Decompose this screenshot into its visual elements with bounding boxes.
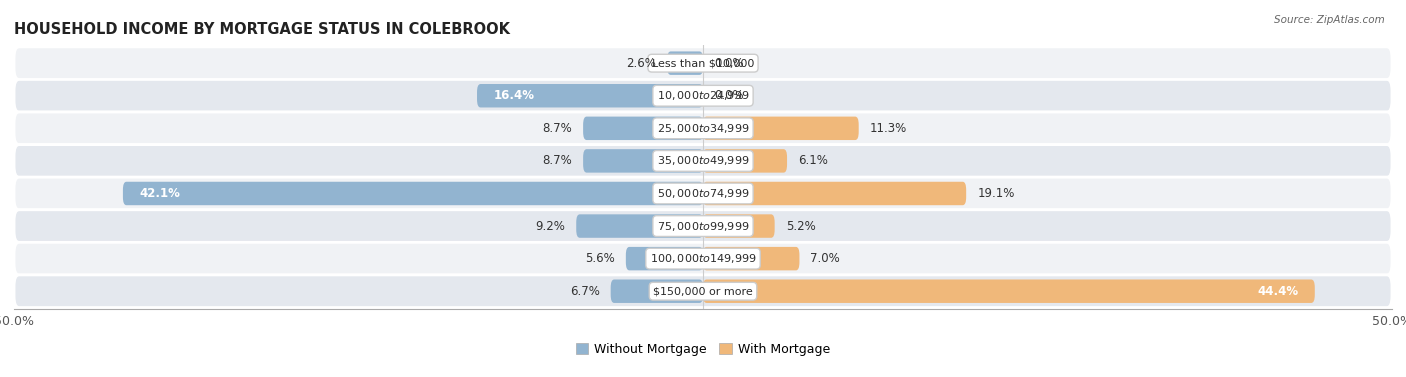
Text: 8.7%: 8.7% [543, 155, 572, 167]
FancyBboxPatch shape [703, 247, 800, 270]
FancyBboxPatch shape [610, 279, 703, 303]
FancyBboxPatch shape [703, 215, 775, 238]
Legend: Without Mortgage, With Mortgage: Without Mortgage, With Mortgage [571, 338, 835, 361]
FancyBboxPatch shape [14, 210, 1392, 242]
FancyBboxPatch shape [703, 182, 966, 205]
Text: $25,000 to $34,999: $25,000 to $34,999 [657, 122, 749, 135]
FancyBboxPatch shape [14, 242, 1392, 275]
Text: $35,000 to $49,999: $35,000 to $49,999 [657, 155, 749, 167]
FancyBboxPatch shape [14, 177, 1392, 210]
Text: 44.4%: 44.4% [1257, 285, 1298, 298]
Text: 5.6%: 5.6% [585, 252, 614, 265]
Text: 9.2%: 9.2% [536, 219, 565, 233]
Text: $100,000 to $149,999: $100,000 to $149,999 [650, 252, 756, 265]
Text: 0.0%: 0.0% [714, 89, 744, 102]
Text: $150,000 or more: $150,000 or more [654, 286, 752, 296]
Text: $10,000 to $24,999: $10,000 to $24,999 [657, 89, 749, 102]
FancyBboxPatch shape [703, 116, 859, 140]
Text: HOUSEHOLD INCOME BY MORTGAGE STATUS IN COLEBROOK: HOUSEHOLD INCOME BY MORTGAGE STATUS IN C… [14, 22, 510, 37]
FancyBboxPatch shape [14, 47, 1392, 80]
Text: 6.1%: 6.1% [799, 155, 828, 167]
FancyBboxPatch shape [14, 145, 1392, 177]
Text: Source: ZipAtlas.com: Source: ZipAtlas.com [1274, 15, 1385, 25]
Text: 16.4%: 16.4% [494, 89, 534, 102]
Text: 0.0%: 0.0% [714, 57, 744, 70]
Text: 5.2%: 5.2% [786, 219, 815, 233]
FancyBboxPatch shape [703, 279, 1315, 303]
Text: $75,000 to $99,999: $75,000 to $99,999 [657, 219, 749, 233]
FancyBboxPatch shape [14, 80, 1392, 112]
FancyBboxPatch shape [14, 112, 1392, 145]
Text: 8.7%: 8.7% [543, 122, 572, 135]
FancyBboxPatch shape [583, 116, 703, 140]
Text: 42.1%: 42.1% [139, 187, 180, 200]
Text: $50,000 to $74,999: $50,000 to $74,999 [657, 187, 749, 200]
Text: 19.1%: 19.1% [977, 187, 1015, 200]
FancyBboxPatch shape [122, 182, 703, 205]
Text: 7.0%: 7.0% [810, 252, 841, 265]
FancyBboxPatch shape [626, 247, 703, 270]
Text: Less than $10,000: Less than $10,000 [652, 58, 754, 68]
FancyBboxPatch shape [14, 275, 1392, 308]
Text: 2.6%: 2.6% [626, 57, 657, 70]
FancyBboxPatch shape [477, 84, 703, 107]
FancyBboxPatch shape [583, 149, 703, 173]
FancyBboxPatch shape [668, 51, 703, 75]
FancyBboxPatch shape [703, 149, 787, 173]
Text: 11.3%: 11.3% [870, 122, 907, 135]
FancyBboxPatch shape [576, 215, 703, 238]
Text: 6.7%: 6.7% [569, 285, 599, 298]
